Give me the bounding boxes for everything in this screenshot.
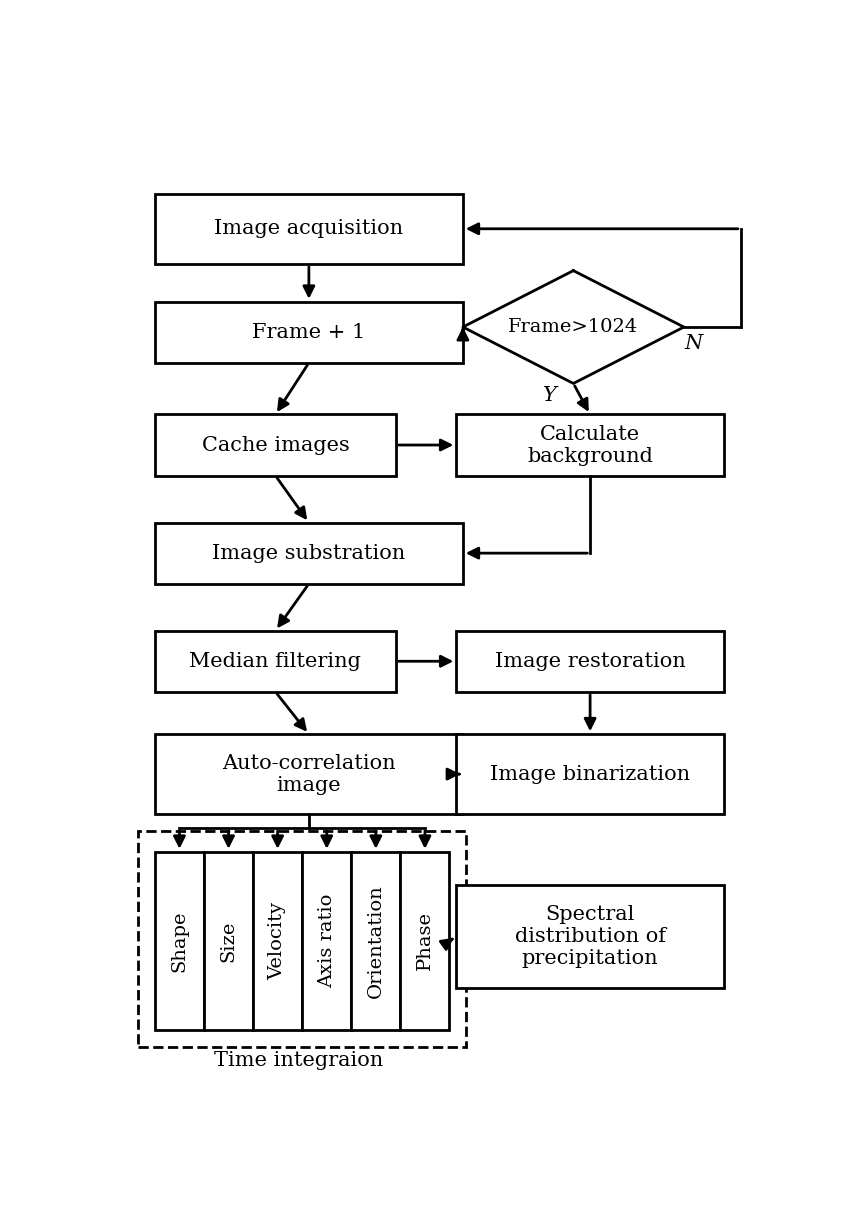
Text: Image acquisition: Image acquisition [214,220,403,238]
FancyBboxPatch shape [155,523,463,584]
Text: Phase: Phase [416,911,434,971]
FancyBboxPatch shape [456,631,724,692]
Text: Orientation: Orientation [367,884,384,998]
FancyBboxPatch shape [155,852,204,1031]
Text: Shape: Shape [170,910,188,972]
Text: Axis ratio: Axis ratio [318,894,336,988]
FancyBboxPatch shape [456,734,724,814]
Text: Cache images: Cache images [201,436,349,454]
Text: Frame + 1: Frame + 1 [252,322,365,342]
FancyBboxPatch shape [352,852,400,1031]
Text: Auto-correlation
image: Auto-correlation image [222,753,396,795]
Text: N: N [685,335,703,353]
FancyBboxPatch shape [204,852,253,1031]
FancyBboxPatch shape [456,414,724,475]
Text: Velocity: Velocity [269,902,287,980]
Text: Median filtering: Median filtering [189,652,361,670]
Text: Spectral
distribution of
precipitation: Spectral distribution of precipitation [515,905,665,968]
FancyBboxPatch shape [253,852,302,1031]
Text: Image substration: Image substration [213,543,405,563]
FancyBboxPatch shape [456,884,724,988]
FancyBboxPatch shape [155,734,463,814]
Text: Image binarization: Image binarization [490,764,690,784]
FancyBboxPatch shape [302,852,352,1031]
Text: Size: Size [219,921,238,962]
FancyBboxPatch shape [400,852,449,1031]
FancyBboxPatch shape [155,631,396,692]
FancyBboxPatch shape [155,193,463,264]
Text: Frame>1024: Frame>1024 [508,317,638,336]
Text: Image restoration: Image restoration [495,652,685,670]
Text: Y: Y [543,386,556,405]
FancyBboxPatch shape [155,414,396,475]
FancyBboxPatch shape [155,302,463,363]
Text: Time integraion: Time integraion [214,1051,384,1070]
Text: Calculate
background: Calculate background [527,425,653,465]
